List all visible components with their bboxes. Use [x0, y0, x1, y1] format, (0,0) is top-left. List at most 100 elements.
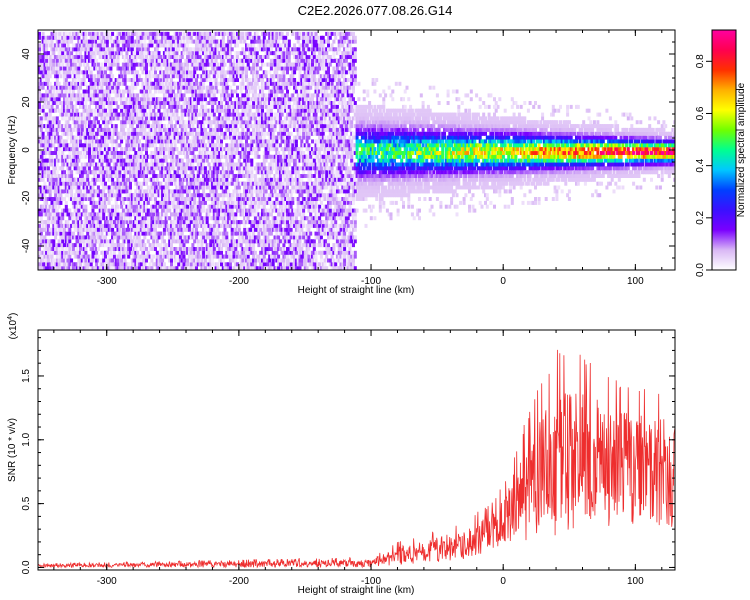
heatmap-cell — [175, 81, 179, 86]
heatmap-cell — [175, 220, 179, 225]
heatmap-cell — [116, 204, 120, 209]
heatmap-cell — [173, 204, 177, 209]
heatmap-cell — [195, 81, 198, 86]
heatmap-cell — [150, 81, 154, 86]
heatmap-cell — [221, 170, 225, 175]
heatmap-cell — [55, 39, 59, 44]
heatmap-cell — [61, 223, 65, 228]
heatmap-cell — [145, 131, 148, 136]
heatmap-cell — [234, 151, 238, 155]
heatmap-cell — [127, 166, 131, 171]
heatmap-cell — [80, 101, 84, 105]
heatmap-cell — [68, 89, 72, 94]
heatmap-cell — [41, 162, 45, 167]
heatmap-cell — [168, 174, 172, 178]
heatmap-cell — [121, 181, 125, 186]
heatmap-cell — [175, 166, 179, 171]
heatmap-cell — [79, 104, 82, 109]
heatmap-cell — [79, 51, 82, 56]
heatmap-cell — [228, 39, 232, 44]
heatmap-cell — [168, 193, 172, 198]
heatmap-cell — [96, 89, 100, 94]
heatmap-cell — [154, 154, 157, 159]
heatmap-cell — [193, 93, 197, 98]
heatmap-cell — [61, 51, 65, 56]
heatmap-cell — [141, 135, 145, 140]
heatmap-cell — [141, 239, 145, 244]
heatmap-cell — [178, 235, 182, 240]
heatmap-cell — [118, 81, 122, 86]
heatmap-cell — [98, 143, 102, 148]
heatmap-cell — [41, 78, 45, 82]
heatmap-cell — [64, 247, 68, 251]
heatmap-cell — [221, 135, 225, 140]
heatmap-cell — [193, 247, 197, 251]
heatmap-cell — [88, 189, 91, 194]
heatmap-cell — [225, 208, 229, 213]
heatmap-cell — [221, 62, 225, 67]
heatmap-cell — [168, 55, 172, 59]
heatmap-cell — [111, 235, 115, 240]
heatmap-cell — [209, 78, 213, 82]
heatmap-cell — [105, 170, 109, 175]
heatmap-cell — [162, 170, 166, 175]
heatmap-cell — [107, 97, 111, 102]
heatmap-cell — [136, 212, 140, 217]
heatmap-cell — [98, 51, 102, 56]
heatmap-cell — [230, 204, 234, 209]
heatmap-cell — [48, 227, 52, 232]
heatmap-cell — [80, 81, 84, 86]
heatmap-cell — [112, 101, 116, 105]
heatmap-cell — [191, 97, 195, 102]
heatmap-cell — [230, 177, 234, 182]
heatmap-cell — [145, 266, 148, 270]
heatmap-cell — [189, 85, 193, 90]
heatmap-cell — [159, 154, 163, 159]
heatmap-cell — [182, 101, 186, 105]
heatmap-cell — [134, 51, 138, 56]
heatmap-cell — [155, 47, 159, 52]
heatmap-cell — [193, 266, 197, 270]
heatmap-cell — [191, 154, 195, 159]
heatmap-cell — [118, 35, 122, 40]
heatmap-cell — [182, 204, 186, 209]
heatmap-cell — [173, 177, 177, 182]
heatmap-cell — [82, 208, 86, 213]
heatmap-cell — [116, 235, 120, 240]
heatmap-cell — [202, 204, 206, 209]
heatmap-cell — [125, 101, 129, 105]
heatmap-cell — [73, 193, 77, 198]
heatmap-cell — [116, 239, 120, 244]
heatmap-cell — [162, 266, 166, 270]
heatmap-cell — [121, 120, 125, 125]
heatmap-cell — [180, 197, 184, 201]
heatmap-cell — [150, 127, 154, 132]
heatmap-cell — [180, 243, 184, 248]
heatmap-cell — [195, 78, 198, 82]
heatmap-cell — [41, 35, 45, 40]
heatmap-cell — [143, 112, 147, 117]
heatmap-cell — [143, 250, 147, 255]
heatmap-cell — [236, 197, 239, 201]
heatmap-cell — [200, 120, 204, 125]
heatmap-cell — [39, 97, 43, 102]
heatmap-cell — [187, 177, 191, 182]
heatmap-cell — [203, 127, 207, 132]
heatmap-cell — [79, 135, 82, 140]
heatmap-cell — [77, 270, 80, 274]
heatmap-cell — [84, 266, 88, 270]
heatmap-cell — [193, 139, 197, 144]
heatmap-cell — [170, 223, 173, 228]
heatmap-cell — [38, 270, 41, 274]
heatmap-cell — [105, 250, 109, 255]
heatmap-cell — [161, 270, 164, 274]
heatmap-cell — [141, 189, 145, 194]
heatmap-cell — [141, 58, 145, 63]
heatmap-cell — [91, 247, 95, 251]
heatmap-cell — [55, 258, 59, 263]
heatmap-cell — [187, 108, 191, 113]
heatmap-cell — [211, 235, 215, 240]
heatmap-cell — [116, 212, 120, 217]
heatmap-cell — [75, 212, 79, 217]
heatmap-cell — [39, 193, 43, 198]
